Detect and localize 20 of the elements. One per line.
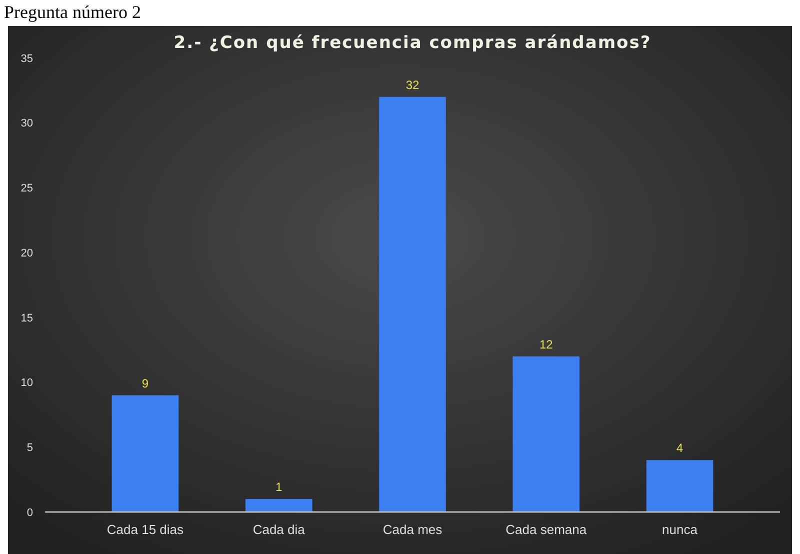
x-tick-label: Cada semana [506,522,588,537]
x-tick-label: Cada mes [382,522,443,537]
x-tick-label: Cada dia [252,522,306,537]
data-label: 1 [276,480,283,494]
data-label: 9 [142,376,149,390]
y-tick-label: 25 [20,182,33,195]
y-tick-label: 0 [26,506,33,519]
text: Pregunta número 2 [4,2,141,22]
data-label: 32 [406,78,420,92]
x-tick-label: nunca [662,522,698,537]
y-tick-label: 15 [20,312,33,324]
y-tick-label: 35 [20,52,33,65]
y-tick-label: 5 [26,442,33,454]
x-tick-label: Cada 15 dias [106,522,184,537]
chart-title: 2.- ¿Con qué frecuencia compras arándamos? [174,33,652,53]
data-label: 4 [676,441,684,456]
y-tick-label: 30 [20,118,33,130]
y-tick-label: 20 [20,247,33,260]
data-label: 12 [539,337,554,352]
y-tick-label: 10 [20,377,33,390]
